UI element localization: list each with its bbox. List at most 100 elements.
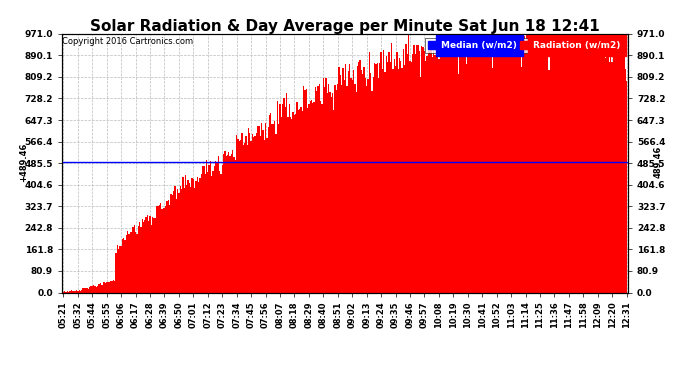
Bar (624, 69, 626, 292)
Bar (521, 68, 522, 292)
Bar (269, 115, 270, 292)
Bar (479, 34, 480, 292)
Bar (580, 35, 581, 292)
Bar (444, 41, 445, 292)
Bar (313, 102, 315, 292)
Bar (558, 34, 559, 292)
Bar (547, 37, 549, 292)
Bar (197, 177, 198, 292)
Bar (299, 109, 300, 292)
Bar (463, 34, 464, 292)
Bar (188, 180, 189, 292)
Bar (621, 34, 622, 292)
Bar (143, 222, 144, 292)
Bar (393, 59, 395, 292)
Bar (282, 104, 284, 292)
Bar (467, 48, 469, 292)
Bar (95, 286, 96, 292)
Bar (506, 34, 508, 292)
Bar (137, 226, 139, 292)
Bar (304, 90, 306, 292)
Bar (353, 70, 354, 292)
Bar (566, 44, 567, 292)
Bar (219, 171, 220, 292)
Bar (300, 106, 302, 292)
Bar (345, 64, 346, 292)
Bar (99, 284, 101, 292)
Bar (319, 84, 320, 292)
Bar (562, 34, 563, 292)
Bar (249, 134, 250, 292)
Bar (617, 50, 618, 292)
Bar (595, 38, 597, 292)
Bar (79, 290, 80, 292)
Bar (198, 182, 199, 292)
Bar (293, 112, 294, 292)
Bar (544, 47, 546, 292)
Bar (569, 34, 571, 292)
Bar (538, 34, 540, 292)
Bar (98, 284, 99, 292)
Bar (359, 60, 361, 292)
Bar (258, 126, 259, 292)
Bar (173, 191, 175, 292)
Bar (152, 217, 153, 292)
Bar (425, 62, 426, 292)
Bar (204, 174, 206, 292)
Bar (127, 231, 128, 292)
Bar (237, 139, 239, 292)
Bar (250, 141, 252, 292)
Bar (582, 49, 584, 292)
Bar (186, 185, 188, 292)
Bar (429, 51, 431, 292)
Bar (344, 80, 345, 292)
Bar (457, 39, 458, 292)
Bar (424, 51, 425, 292)
Text: 489.46: 489.46 (654, 146, 663, 178)
Bar (419, 51, 420, 292)
Bar (233, 158, 235, 292)
Bar (246, 145, 248, 292)
Bar (236, 135, 237, 292)
Bar (440, 34, 441, 292)
Bar (473, 34, 475, 292)
Bar (342, 68, 344, 292)
Bar (252, 134, 253, 292)
Bar (428, 48, 429, 292)
Bar (509, 34, 511, 292)
Bar (199, 178, 201, 292)
Bar (366, 86, 367, 292)
Bar (470, 34, 471, 292)
Bar (505, 48, 506, 292)
Bar (567, 34, 568, 292)
Bar (207, 172, 208, 292)
Bar (586, 34, 588, 292)
Bar (240, 140, 241, 292)
Bar (420, 77, 421, 292)
Bar (86, 288, 88, 292)
Bar (102, 285, 103, 292)
Bar (228, 152, 230, 292)
Bar (286, 93, 287, 292)
Bar (121, 246, 122, 292)
Bar (368, 53, 370, 292)
Bar (378, 78, 379, 292)
Bar (76, 290, 77, 292)
Bar (147, 215, 148, 292)
Bar (445, 38, 446, 292)
Bar (351, 78, 352, 292)
Bar (422, 47, 424, 292)
Bar (605, 58, 607, 292)
Bar (108, 282, 109, 292)
Bar (446, 56, 447, 292)
Bar (194, 188, 195, 292)
Bar (193, 179, 194, 292)
Bar (534, 34, 535, 292)
Bar (335, 85, 336, 292)
Bar (546, 34, 547, 292)
Bar (362, 74, 364, 292)
Bar (447, 38, 448, 292)
Bar (373, 76, 374, 292)
Bar (211, 176, 213, 292)
Bar (438, 58, 440, 292)
